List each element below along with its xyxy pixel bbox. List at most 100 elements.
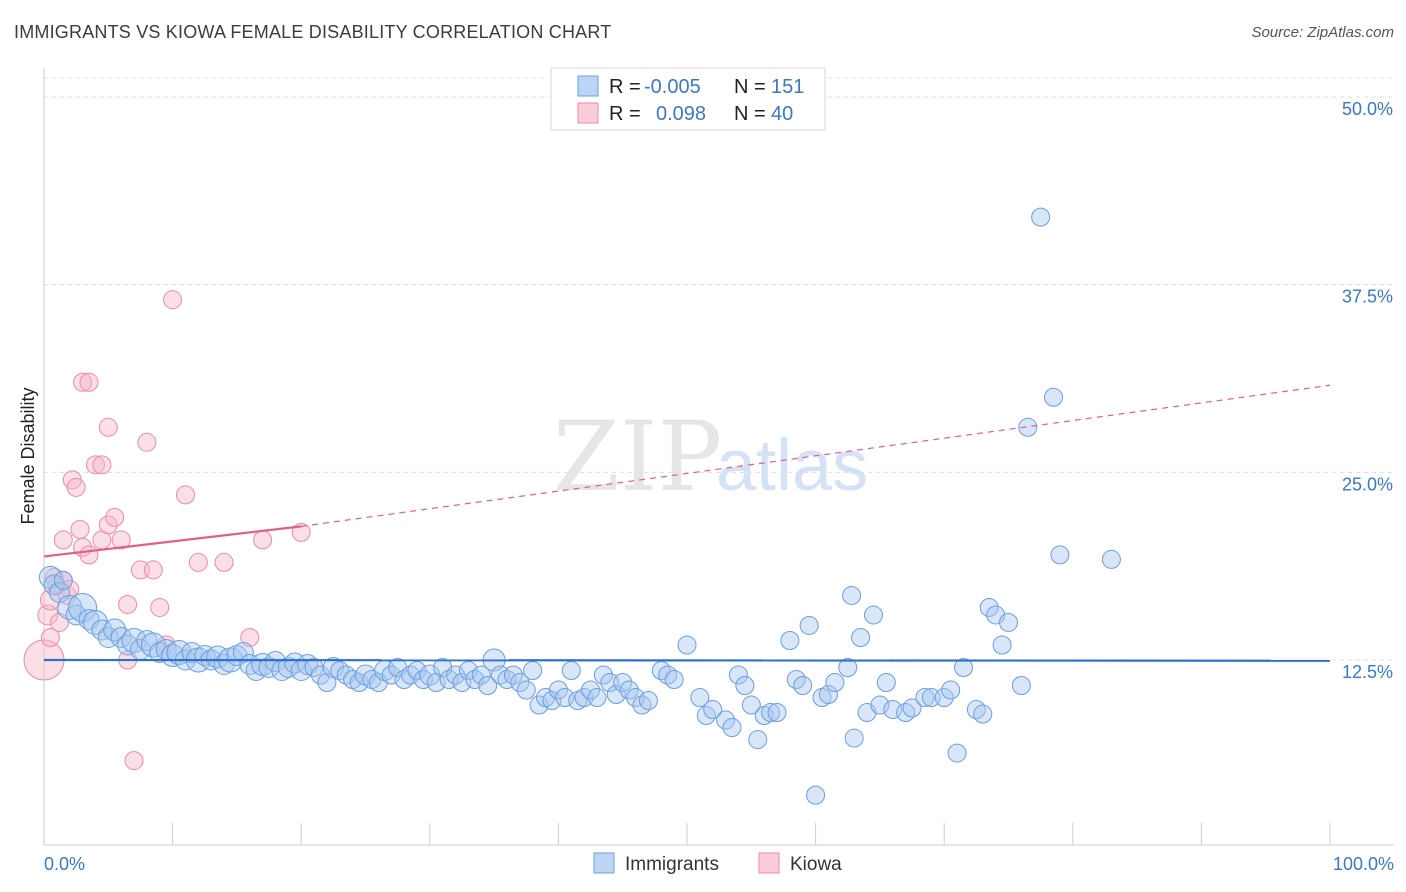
immigrants-point — [232, 641, 254, 663]
kiowa-point — [79, 372, 99, 392]
immigrants-point — [626, 688, 646, 708]
immigrants-point — [953, 658, 973, 678]
kiowa-point — [118, 594, 138, 614]
x-tick-label-min: 0.0% — [44, 854, 85, 874]
kiowa-point — [40, 627, 60, 647]
immigrants-point — [999, 612, 1018, 632]
immigrants-point — [97, 626, 119, 648]
kiowa-point — [111, 530, 131, 550]
immigrants-series — [38, 207, 1121, 805]
kiowa-trend-line — [43, 525, 302, 558]
immigrants-point — [818, 685, 838, 705]
kiowa-point — [79, 545, 99, 565]
immigrants-point — [825, 673, 845, 693]
y-tick-label-1: 25.0% — [1342, 474, 1393, 494]
immigrants-point — [48, 581, 70, 603]
kiowa-point — [240, 627, 260, 647]
immigrants-point — [677, 635, 697, 655]
immigrants-point — [419, 664, 441, 686]
gridlines — [44, 77, 1394, 661]
immigrants-point — [471, 665, 491, 685]
immigrants-point — [844, 728, 864, 748]
immigrants-point — [381, 665, 401, 685]
bottom-legend-kiowa: Kiowa — [790, 854, 842, 875]
legend-swatch-immigrants — [577, 75, 599, 97]
immigrants-point — [68, 592, 98, 622]
legend-swatch-kiowa — [577, 102, 599, 124]
immigrants-point — [722, 718, 742, 738]
immigrants-point — [941, 680, 961, 700]
immigrants-point — [555, 688, 575, 708]
bottom-legend: Immigrants Kiowa — [593, 852, 842, 875]
immigrants-point — [510, 673, 530, 693]
source-label: Source: ZipAtlas.com — [1251, 24, 1394, 41]
bottom-legend-swatch-kiowa — [758, 852, 780, 874]
kiowa-point — [150, 597, 170, 617]
kiowa-point — [253, 530, 273, 550]
immigrants-point — [561, 661, 581, 681]
watermark-zip: ZIP — [553, 401, 722, 513]
immigrants-point — [851, 627, 871, 647]
immigrants-point — [503, 665, 523, 685]
kiowa-point — [73, 372, 93, 392]
immigrants-point — [716, 710, 736, 730]
immigrants-point — [806, 785, 826, 805]
immigrants-point — [1011, 676, 1031, 696]
kiowa-point — [92, 455, 112, 475]
kiowa-point — [124, 751, 144, 771]
kiowa-point — [98, 515, 118, 535]
immigrants-point — [523, 661, 543, 681]
immigrants-point — [838, 658, 858, 678]
immigrants-point — [446, 665, 466, 685]
kiowa-point — [163, 290, 183, 310]
immigrants-point — [53, 570, 73, 590]
immigrants-point — [136, 629, 158, 651]
immigrants-point — [748, 730, 768, 750]
legend-n-value-1: 151 — [771, 76, 804, 98]
bottom-legend-immigrants: Immigrants — [625, 854, 719, 875]
immigrants-point — [322, 657, 344, 679]
immigrants-point — [703, 700, 723, 720]
legend-r-label-1: R = — [609, 76, 641, 98]
immigrants-point — [863, 605, 883, 625]
immigrants-point — [593, 665, 613, 685]
watermark: ZIP atlas — [553, 401, 868, 513]
y-axis-title: Female Disability — [18, 387, 38, 524]
immigrants-point — [587, 688, 607, 708]
y-tick-label-0: 12.5% — [1342, 662, 1393, 682]
y-tick-label-2: 37.5% — [1342, 287, 1393, 307]
kiowa-point — [188, 552, 208, 572]
immigrants-point — [741, 695, 761, 715]
immigrants-point — [317, 673, 337, 693]
x-ticks — [43, 823, 1331, 845]
immigrants-point — [902, 698, 922, 718]
immigrants-point — [690, 688, 710, 708]
immigrants-point — [516, 680, 536, 700]
immigrants-point — [735, 676, 755, 696]
immigrants-trend-line — [43, 658, 1331, 662]
immigrants-point — [1031, 207, 1051, 227]
immigrants-point — [1050, 545, 1070, 565]
immigrants-point — [413, 670, 433, 690]
immigrants-point — [452, 673, 472, 693]
kiowa-point — [66, 477, 86, 497]
kiowa-point — [214, 552, 234, 572]
kiowa-point — [105, 507, 125, 527]
immigrants-point — [478, 676, 498, 696]
immigrants-point — [973, 704, 993, 724]
immigrants-point — [915, 688, 935, 708]
immigrants-point — [934, 688, 954, 708]
immigrants-point — [780, 630, 800, 650]
kiowa-point — [70, 519, 90, 539]
immigrants-point — [842, 585, 862, 605]
immigrants-point — [793, 676, 813, 696]
immigrants-point — [548, 680, 568, 700]
legend-r-label-2: R = — [609, 103, 641, 125]
x-tick-label-max: 100.0% — [1333, 854, 1394, 874]
kiowa-point — [143, 560, 163, 580]
immigrants-point — [258, 657, 280, 679]
bottom-legend-swatch-immigrants — [593, 852, 615, 874]
immigrants-point — [1018, 417, 1038, 437]
y-tick-labels: 12.5% 25.0% 37.5% 50.0% — [1342, 99, 1393, 682]
immigrants-point — [613, 673, 633, 693]
